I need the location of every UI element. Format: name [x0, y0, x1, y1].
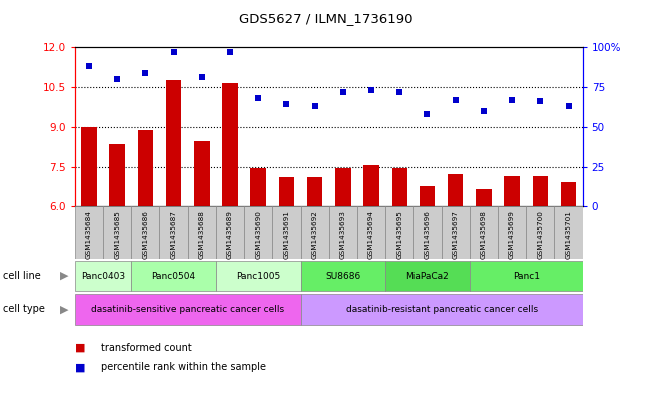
Point: [563, 103, 574, 109]
Point: [366, 87, 376, 93]
Bar: [216, 206, 244, 259]
Text: cell line: cell line: [3, 271, 41, 281]
Point: [84, 63, 94, 70]
Bar: [470, 206, 498, 259]
Bar: [391, 168, 407, 206]
Text: Panc1005: Panc1005: [236, 272, 281, 281]
Point: [225, 49, 235, 55]
Text: GSM1435693: GSM1435693: [340, 211, 346, 259]
Bar: [476, 189, 492, 206]
Point: [450, 97, 461, 103]
Bar: [159, 206, 187, 259]
Bar: [533, 176, 548, 206]
Point: [394, 88, 404, 95]
Text: GSM1435698: GSM1435698: [481, 211, 487, 259]
Text: ■: ■: [75, 343, 85, 353]
Bar: [103, 206, 132, 259]
Bar: [561, 182, 576, 206]
Bar: [132, 206, 159, 259]
Text: GSM1435685: GSM1435685: [114, 211, 120, 259]
Text: GDS5627 / ILMN_1736190: GDS5627 / ILMN_1736190: [239, 12, 412, 25]
Bar: [448, 174, 464, 206]
Text: GSM1435690: GSM1435690: [255, 211, 261, 259]
Bar: [470, 261, 583, 291]
Bar: [166, 80, 182, 206]
Text: GSM1435684: GSM1435684: [86, 211, 92, 259]
Text: GSM1435694: GSM1435694: [368, 211, 374, 259]
Bar: [335, 168, 351, 206]
Point: [169, 49, 179, 55]
Text: GSM1435692: GSM1435692: [312, 211, 318, 259]
Text: GSM1435687: GSM1435687: [171, 211, 176, 259]
Bar: [413, 206, 441, 259]
Point: [281, 101, 292, 108]
Text: GSM1435686: GSM1435686: [143, 211, 148, 259]
Bar: [526, 206, 555, 259]
Text: GSM1435701: GSM1435701: [566, 211, 572, 259]
Point: [338, 88, 348, 95]
Bar: [357, 206, 385, 259]
Point: [478, 108, 489, 114]
Bar: [307, 177, 322, 206]
Text: SU8686: SU8686: [326, 272, 361, 281]
Bar: [251, 168, 266, 206]
Bar: [109, 144, 125, 206]
Text: GSM1435697: GSM1435697: [452, 211, 459, 259]
Point: [535, 98, 546, 105]
Text: Panc0403: Panc0403: [81, 272, 125, 281]
Bar: [132, 261, 216, 291]
Text: dasatinib-resistant pancreatic cancer cells: dasatinib-resistant pancreatic cancer ce…: [346, 305, 538, 314]
Bar: [555, 206, 583, 259]
Bar: [137, 130, 153, 206]
Bar: [420, 186, 436, 206]
Text: GSM1435689: GSM1435689: [227, 211, 233, 259]
Text: ▶: ▶: [60, 271, 68, 281]
Point: [309, 103, 320, 109]
Text: ■: ■: [75, 362, 85, 373]
Bar: [301, 206, 329, 259]
Text: GSM1435700: GSM1435700: [537, 211, 544, 259]
Bar: [81, 127, 97, 206]
Point: [197, 74, 207, 81]
Bar: [222, 83, 238, 206]
Bar: [441, 206, 470, 259]
Text: percentile rank within the sample: percentile rank within the sample: [101, 362, 266, 373]
Text: cell type: cell type: [3, 305, 45, 314]
Bar: [272, 206, 301, 259]
Bar: [301, 261, 385, 291]
Point: [507, 97, 518, 103]
Text: MiaPaCa2: MiaPaCa2: [406, 272, 449, 281]
Bar: [194, 141, 210, 206]
Bar: [505, 176, 520, 206]
Point: [253, 95, 264, 101]
Bar: [385, 206, 413, 259]
Point: [112, 76, 122, 82]
Bar: [75, 261, 132, 291]
Bar: [363, 165, 379, 206]
Bar: [75, 294, 301, 325]
Bar: [301, 294, 583, 325]
Text: ▶: ▶: [60, 305, 68, 314]
Text: GSM1435696: GSM1435696: [424, 211, 430, 259]
Bar: [75, 206, 103, 259]
Bar: [279, 177, 294, 206]
Bar: [329, 206, 357, 259]
Text: Panc0504: Panc0504: [152, 272, 196, 281]
Bar: [244, 206, 272, 259]
Text: GSM1435688: GSM1435688: [199, 211, 205, 259]
Text: Panc1: Panc1: [513, 272, 540, 281]
Text: GSM1435695: GSM1435695: [396, 211, 402, 259]
Text: GSM1435699: GSM1435699: [509, 211, 515, 259]
Point: [140, 70, 150, 76]
Text: transformed count: transformed count: [101, 343, 191, 353]
Bar: [385, 261, 470, 291]
Bar: [498, 206, 526, 259]
Point: [422, 111, 433, 117]
Text: dasatinib-sensitive pancreatic cancer cells: dasatinib-sensitive pancreatic cancer ce…: [91, 305, 284, 314]
Bar: [216, 261, 301, 291]
Bar: [187, 206, 216, 259]
Text: GSM1435691: GSM1435691: [283, 211, 290, 259]
